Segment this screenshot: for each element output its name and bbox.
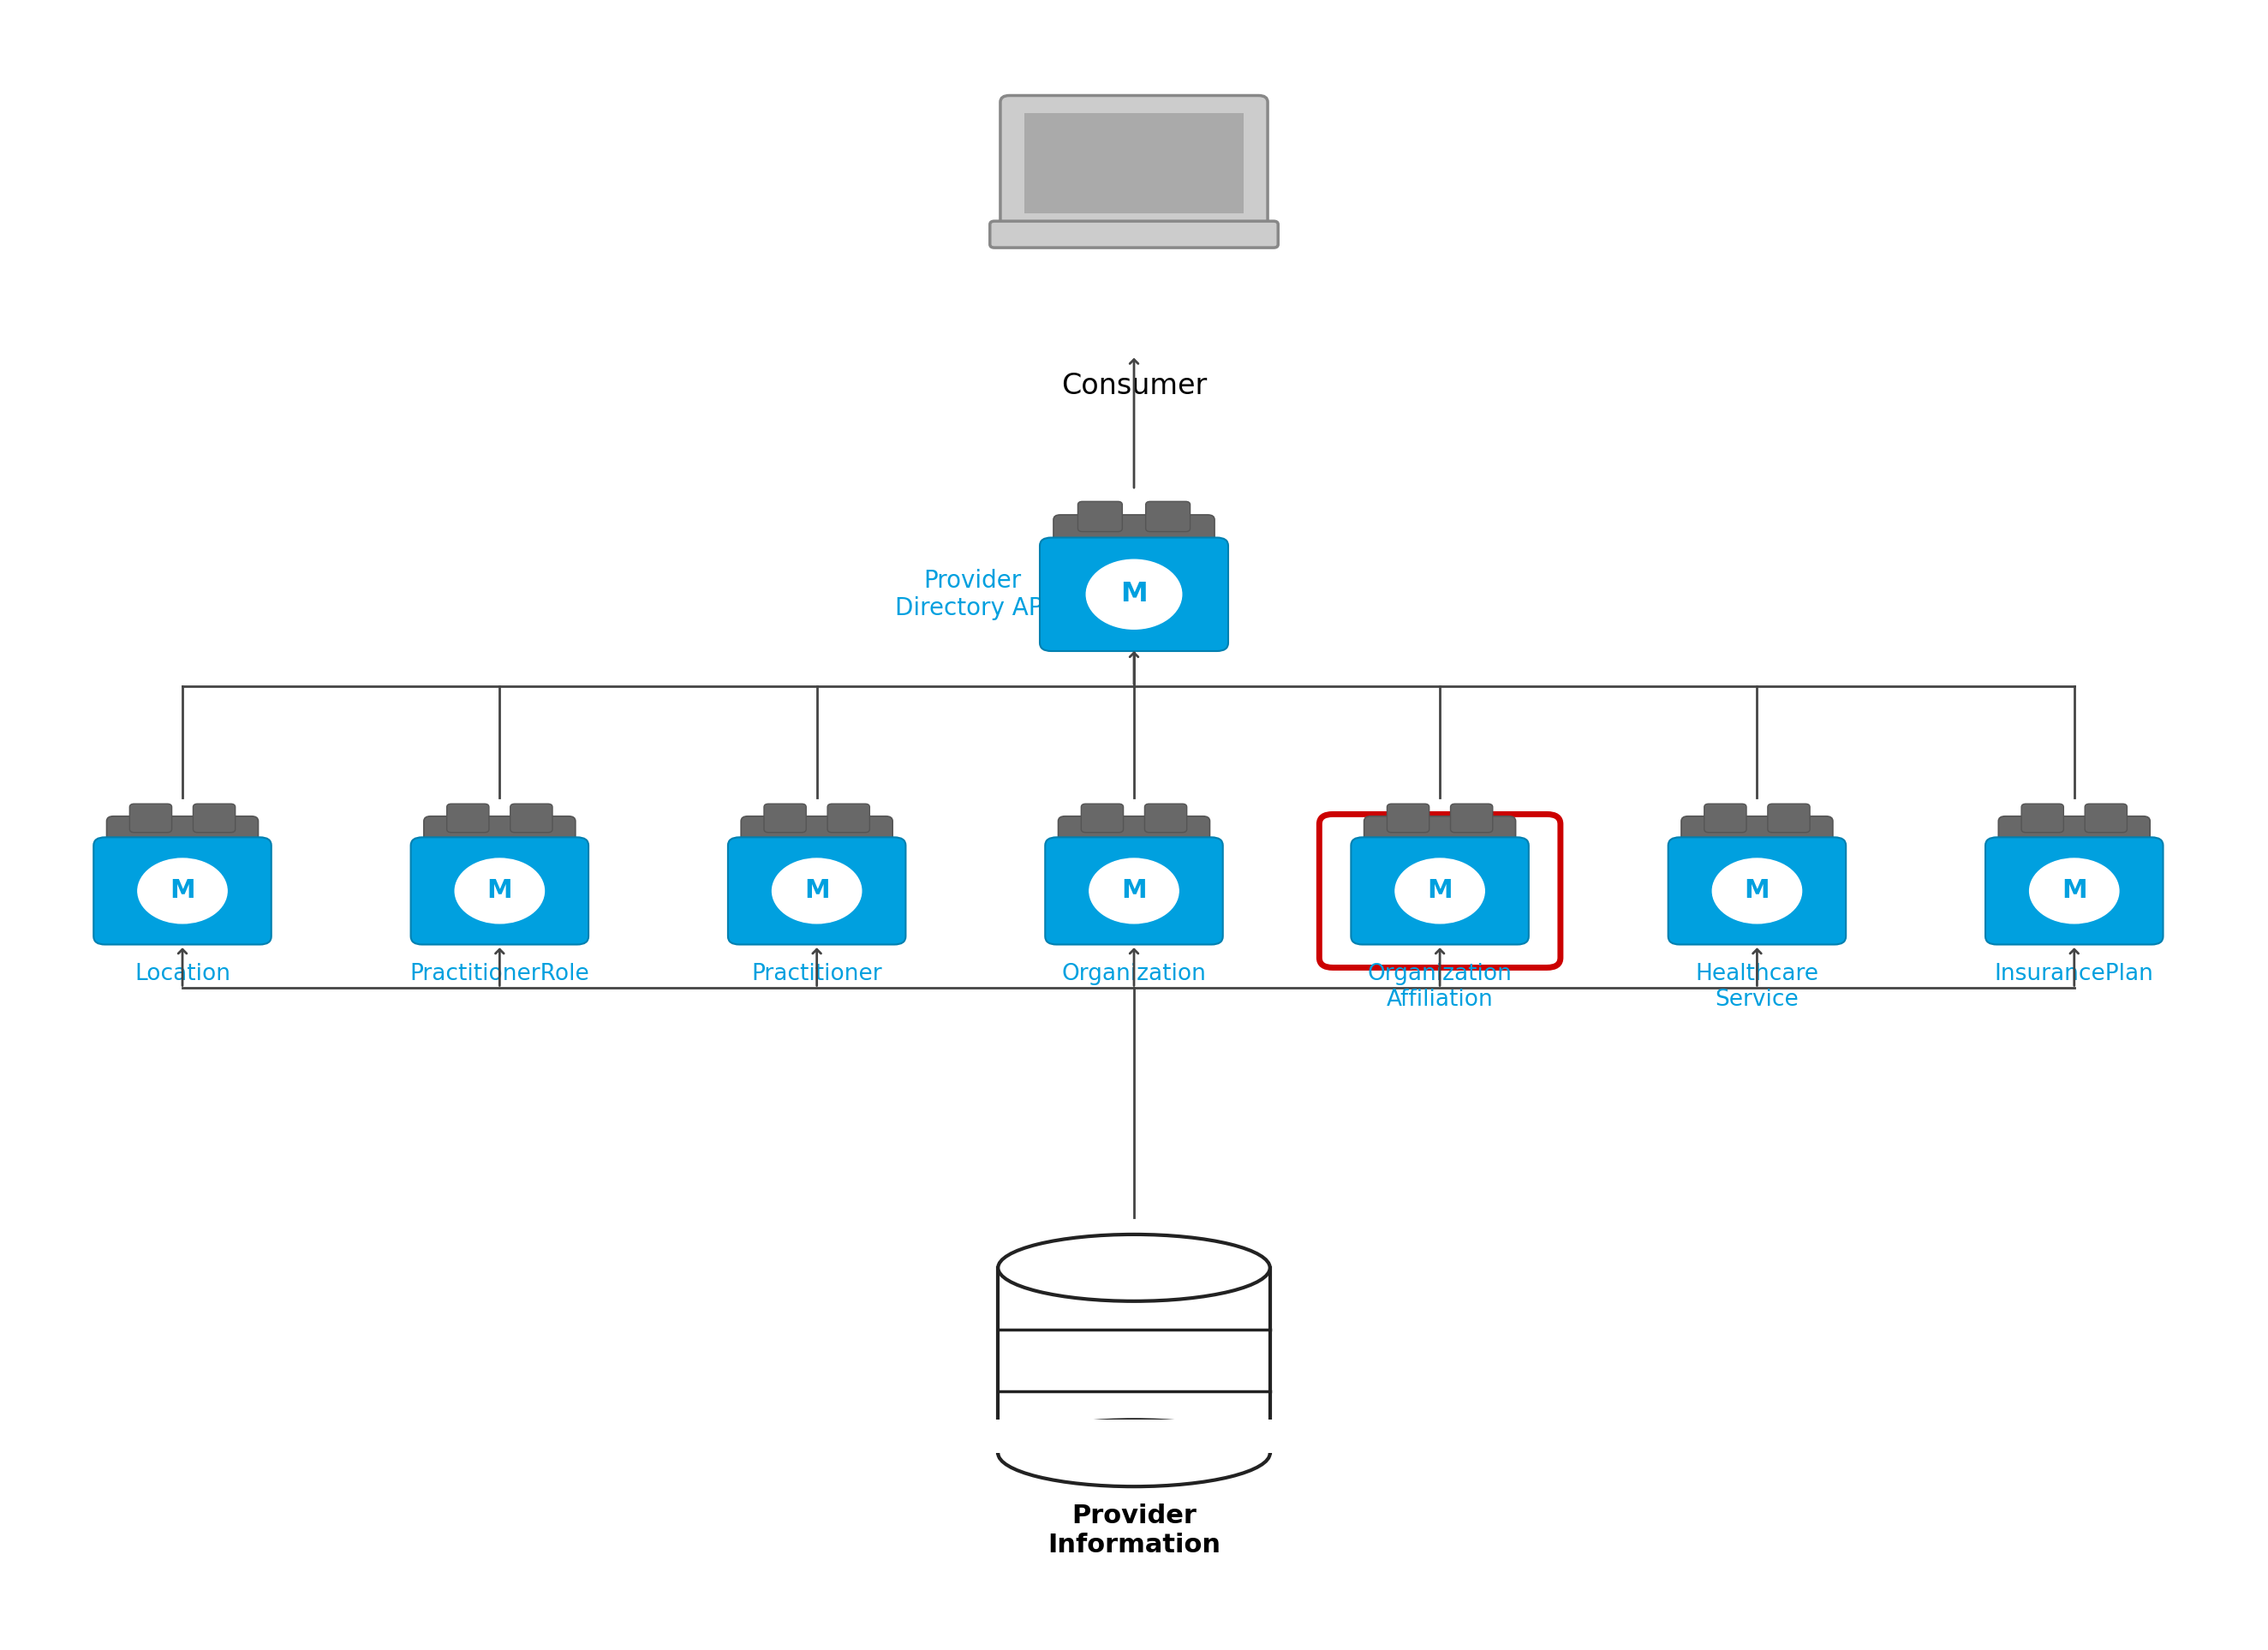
Text: Location: Location	[134, 964, 231, 985]
FancyBboxPatch shape	[2021, 804, 2064, 833]
FancyBboxPatch shape	[1984, 837, 2164, 944]
FancyBboxPatch shape	[1681, 817, 1833, 866]
FancyBboxPatch shape	[1145, 804, 1186, 833]
FancyBboxPatch shape	[728, 837, 905, 944]
FancyBboxPatch shape	[93, 837, 272, 944]
FancyBboxPatch shape	[1352, 837, 1529, 944]
Text: Consumer: Consumer	[1061, 371, 1207, 401]
Text: M: M	[2062, 878, 2087, 903]
Bar	[998, 1267, 1270, 1454]
FancyBboxPatch shape	[742, 817, 894, 866]
Text: Provider
Information: Provider Information	[1048, 1503, 1220, 1558]
Text: M: M	[1427, 878, 1452, 903]
FancyBboxPatch shape	[1082, 804, 1123, 833]
Circle shape	[1086, 559, 1182, 629]
FancyBboxPatch shape	[424, 817, 576, 866]
Bar	[993, 1419, 1275, 1454]
FancyBboxPatch shape	[1059, 817, 1209, 866]
Ellipse shape	[998, 1419, 1270, 1487]
FancyBboxPatch shape	[107, 817, 259, 866]
Circle shape	[1089, 858, 1179, 924]
FancyBboxPatch shape	[1000, 96, 1268, 231]
Text: M: M	[805, 878, 830, 903]
Text: M: M	[1120, 878, 1148, 903]
Text: M: M	[488, 878, 513, 903]
FancyBboxPatch shape	[447, 804, 490, 833]
Circle shape	[1712, 858, 1801, 924]
Ellipse shape	[998, 1234, 1270, 1302]
FancyBboxPatch shape	[129, 804, 172, 833]
Text: M: M	[1744, 878, 1769, 903]
Text: PractitionerRole: PractitionerRole	[411, 964, 590, 985]
Text: M: M	[170, 878, 195, 903]
FancyBboxPatch shape	[1046, 837, 1222, 944]
Circle shape	[2030, 858, 2118, 924]
FancyBboxPatch shape	[1039, 538, 1229, 652]
FancyBboxPatch shape	[1320, 813, 1560, 967]
Text: Provider
Directory API: Provider Directory API	[896, 569, 1050, 620]
Circle shape	[771, 858, 862, 924]
Text: Healthcare
Service: Healthcare Service	[1696, 964, 1819, 1011]
FancyBboxPatch shape	[1452, 804, 1492, 833]
FancyBboxPatch shape	[1388, 804, 1429, 833]
FancyBboxPatch shape	[1025, 112, 1243, 213]
Text: Organization
Affiliation: Organization Affiliation	[1368, 964, 1513, 1011]
FancyBboxPatch shape	[2084, 804, 2127, 833]
FancyBboxPatch shape	[989, 221, 1279, 247]
Circle shape	[1395, 858, 1486, 924]
FancyBboxPatch shape	[1669, 837, 1846, 944]
Text: M: M	[1120, 581, 1148, 607]
FancyBboxPatch shape	[1052, 515, 1216, 568]
FancyBboxPatch shape	[1077, 502, 1123, 531]
FancyBboxPatch shape	[1363, 817, 1515, 866]
Text: Practitioner: Practitioner	[751, 964, 882, 985]
FancyBboxPatch shape	[1998, 817, 2150, 866]
Text: Organization: Organization	[1061, 964, 1207, 985]
FancyBboxPatch shape	[1767, 804, 1810, 833]
FancyBboxPatch shape	[828, 804, 869, 833]
FancyBboxPatch shape	[1145, 502, 1191, 531]
FancyBboxPatch shape	[510, 804, 553, 833]
FancyBboxPatch shape	[1703, 804, 1746, 833]
Text: InsurancePlan: InsurancePlan	[1994, 964, 2155, 985]
Circle shape	[138, 858, 227, 924]
FancyBboxPatch shape	[193, 804, 236, 833]
FancyBboxPatch shape	[411, 837, 587, 944]
Circle shape	[456, 858, 544, 924]
FancyBboxPatch shape	[764, 804, 805, 833]
